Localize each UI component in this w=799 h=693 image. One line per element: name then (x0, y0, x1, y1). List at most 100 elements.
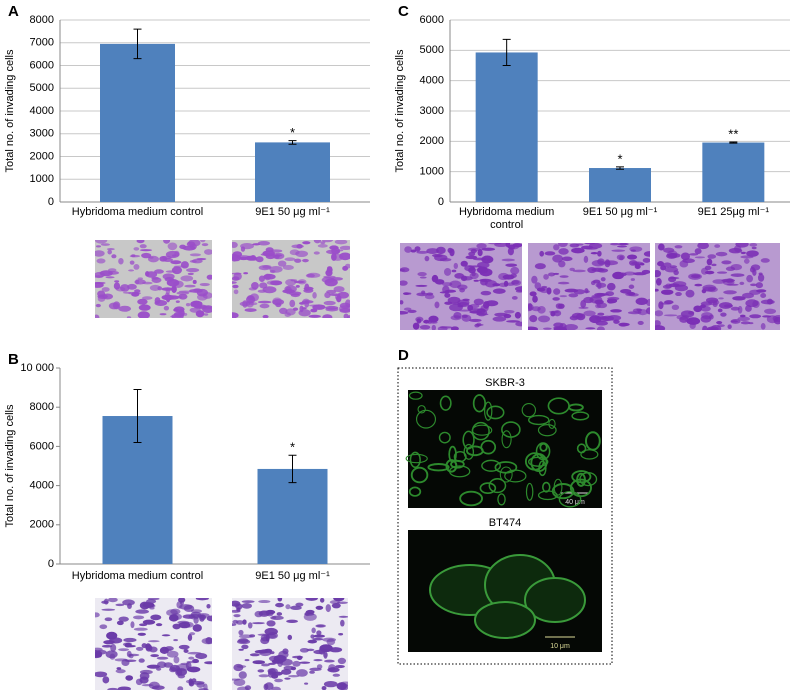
fluor-cell (501, 430, 512, 449)
cell (128, 653, 134, 659)
cell (712, 279, 726, 284)
fluor-cell (537, 424, 557, 437)
error-bar (288, 454, 297, 484)
cell (276, 612, 283, 616)
x-tick-label: 9E1 50 μg ml⁻¹ (255, 570, 330, 582)
cell (694, 283, 703, 287)
cell (583, 296, 594, 304)
cell (133, 247, 140, 251)
cell (675, 292, 682, 297)
cell (458, 309, 472, 312)
y-tick-label: 1000 (420, 166, 444, 178)
cell (558, 260, 566, 268)
cell (272, 298, 285, 306)
cell (159, 255, 168, 262)
cell (739, 281, 745, 286)
cell (752, 300, 760, 309)
cell (271, 686, 281, 690)
cell (668, 277, 680, 280)
cell (180, 625, 186, 628)
cell (178, 309, 185, 317)
cell (701, 289, 707, 294)
cell (324, 292, 331, 299)
cell (326, 638, 336, 646)
cell (299, 661, 311, 664)
cell (552, 297, 560, 301)
cell (321, 686, 327, 690)
cell (101, 608, 116, 611)
cell (139, 676, 149, 684)
fluor-cell (438, 431, 451, 444)
cell (95, 250, 105, 257)
cell (118, 257, 124, 265)
y-tick-label: 4000 (30, 105, 54, 117)
cell (515, 321, 522, 327)
cell (715, 251, 728, 257)
x-tick-label: 9E1 50 μg ml⁻¹ (583, 206, 658, 218)
cell (241, 644, 249, 650)
cell (275, 302, 282, 308)
cell (531, 275, 538, 284)
cell (138, 658, 145, 663)
cell (616, 254, 625, 261)
cell (279, 658, 293, 666)
cell (172, 623, 181, 630)
fluor-cell (524, 577, 586, 623)
cell (745, 305, 752, 312)
fluor-cell (479, 482, 497, 495)
cell (415, 316, 424, 322)
cell (252, 243, 261, 246)
cell (161, 648, 172, 652)
fluor-cell (528, 414, 550, 426)
cell (111, 254, 117, 259)
cell (155, 623, 163, 627)
cell (312, 304, 326, 310)
cell (444, 289, 457, 293)
cell (596, 316, 609, 323)
cell (749, 243, 758, 247)
cell (323, 300, 336, 306)
significance: * (290, 440, 295, 455)
cell (325, 305, 339, 310)
cell (170, 613, 182, 621)
cell (232, 281, 237, 284)
cell (480, 304, 489, 312)
cell (299, 305, 304, 313)
cell (686, 317, 701, 325)
cell (561, 256, 573, 262)
cell (746, 274, 754, 283)
cell (286, 619, 298, 624)
cell (332, 673, 341, 677)
cell (415, 284, 428, 287)
cell (118, 648, 130, 652)
cell (246, 300, 254, 308)
cell (102, 293, 114, 300)
cell (306, 648, 315, 652)
cell (137, 298, 148, 305)
cell (110, 644, 117, 652)
cell (309, 670, 315, 674)
fluor-cell (445, 459, 458, 473)
cells (95, 240, 212, 318)
x-tick-label: 9E1 25μg ml⁻¹ (698, 206, 769, 218)
cell (558, 248, 569, 255)
cell (284, 677, 291, 680)
cell (307, 639, 318, 644)
y-tick-label: 2000 (420, 135, 444, 147)
cell (166, 295, 180, 300)
cell (130, 621, 135, 629)
cell (492, 288, 506, 294)
cell (335, 664, 345, 669)
cell (261, 663, 270, 667)
cell (118, 305, 131, 312)
cell (315, 605, 324, 610)
cell (404, 246, 412, 253)
cell (576, 313, 586, 321)
cell (259, 303, 270, 309)
cell (549, 310, 560, 314)
cell (178, 293, 188, 300)
cell (165, 250, 180, 259)
cell (262, 250, 275, 257)
cell (671, 304, 680, 311)
cell (528, 303, 533, 311)
